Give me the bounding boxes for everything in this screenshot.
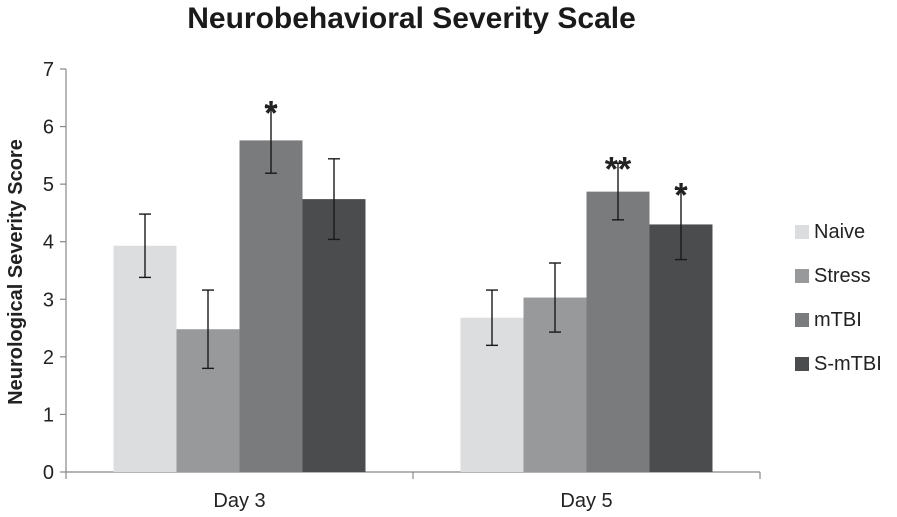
y-tick-label: 2 bbox=[43, 347, 54, 369]
significance-marker: * bbox=[674, 176, 688, 214]
y-tick-label: 5 bbox=[43, 174, 54, 196]
legend-swatch bbox=[795, 357, 809, 371]
annotations-group: **** bbox=[264, 95, 688, 215]
legend-swatch bbox=[795, 313, 809, 327]
x-tick-label: Day 5 bbox=[560, 490, 612, 512]
significance-marker: * bbox=[264, 95, 278, 133]
legend-label: Naive bbox=[814, 220, 866, 243]
y-tick-label: 1 bbox=[43, 404, 54, 426]
y-tick-label: 3 bbox=[43, 289, 54, 311]
y-axis: 0 1 2 3 4 5 6 7 bbox=[43, 59, 67, 484]
legend-label: S-mTBI bbox=[814, 352, 882, 375]
bars-group bbox=[113, 140, 713, 473]
y-tick-label: 4 bbox=[43, 232, 54, 254]
x-axis: Day 3 Day 5 bbox=[65, 471, 761, 512]
y-tick-label: 7 bbox=[43, 59, 54, 81]
legend-swatch bbox=[795, 269, 809, 283]
legend-label: Stress bbox=[814, 264, 871, 287]
legend-label: mTBI bbox=[814, 308, 862, 331]
y-axis-label: Neurological Severity Score bbox=[5, 139, 27, 405]
y-tick-label: 0 bbox=[43, 462, 54, 484]
bar-mtbi-day-3 bbox=[239, 140, 303, 473]
legend-item: S-mTBI bbox=[795, 342, 882, 386]
bar-mtbi-day-5 bbox=[586, 191, 650, 472]
legend-item: mTBI bbox=[795, 298, 882, 342]
error-bars-group bbox=[139, 106, 687, 370]
bar-naive-day-3 bbox=[113, 245, 177, 472]
bar-s-mtbi-day-3 bbox=[302, 199, 366, 472]
legend-item: Naive bbox=[795, 210, 882, 254]
legend: Naive Stress mTBI S-mTBI bbox=[795, 210, 882, 386]
legend-item: Stress bbox=[795, 254, 882, 298]
significance-marker: ** bbox=[605, 150, 632, 188]
x-tick-label: Day 3 bbox=[213, 490, 265, 512]
bar-s-mtbi-day-5 bbox=[649, 224, 713, 472]
legend-swatch bbox=[795, 225, 809, 239]
chart-title: Neurobehavioral Severity Scale bbox=[187, 2, 636, 35]
y-tick-label: 6 bbox=[43, 117, 54, 139]
